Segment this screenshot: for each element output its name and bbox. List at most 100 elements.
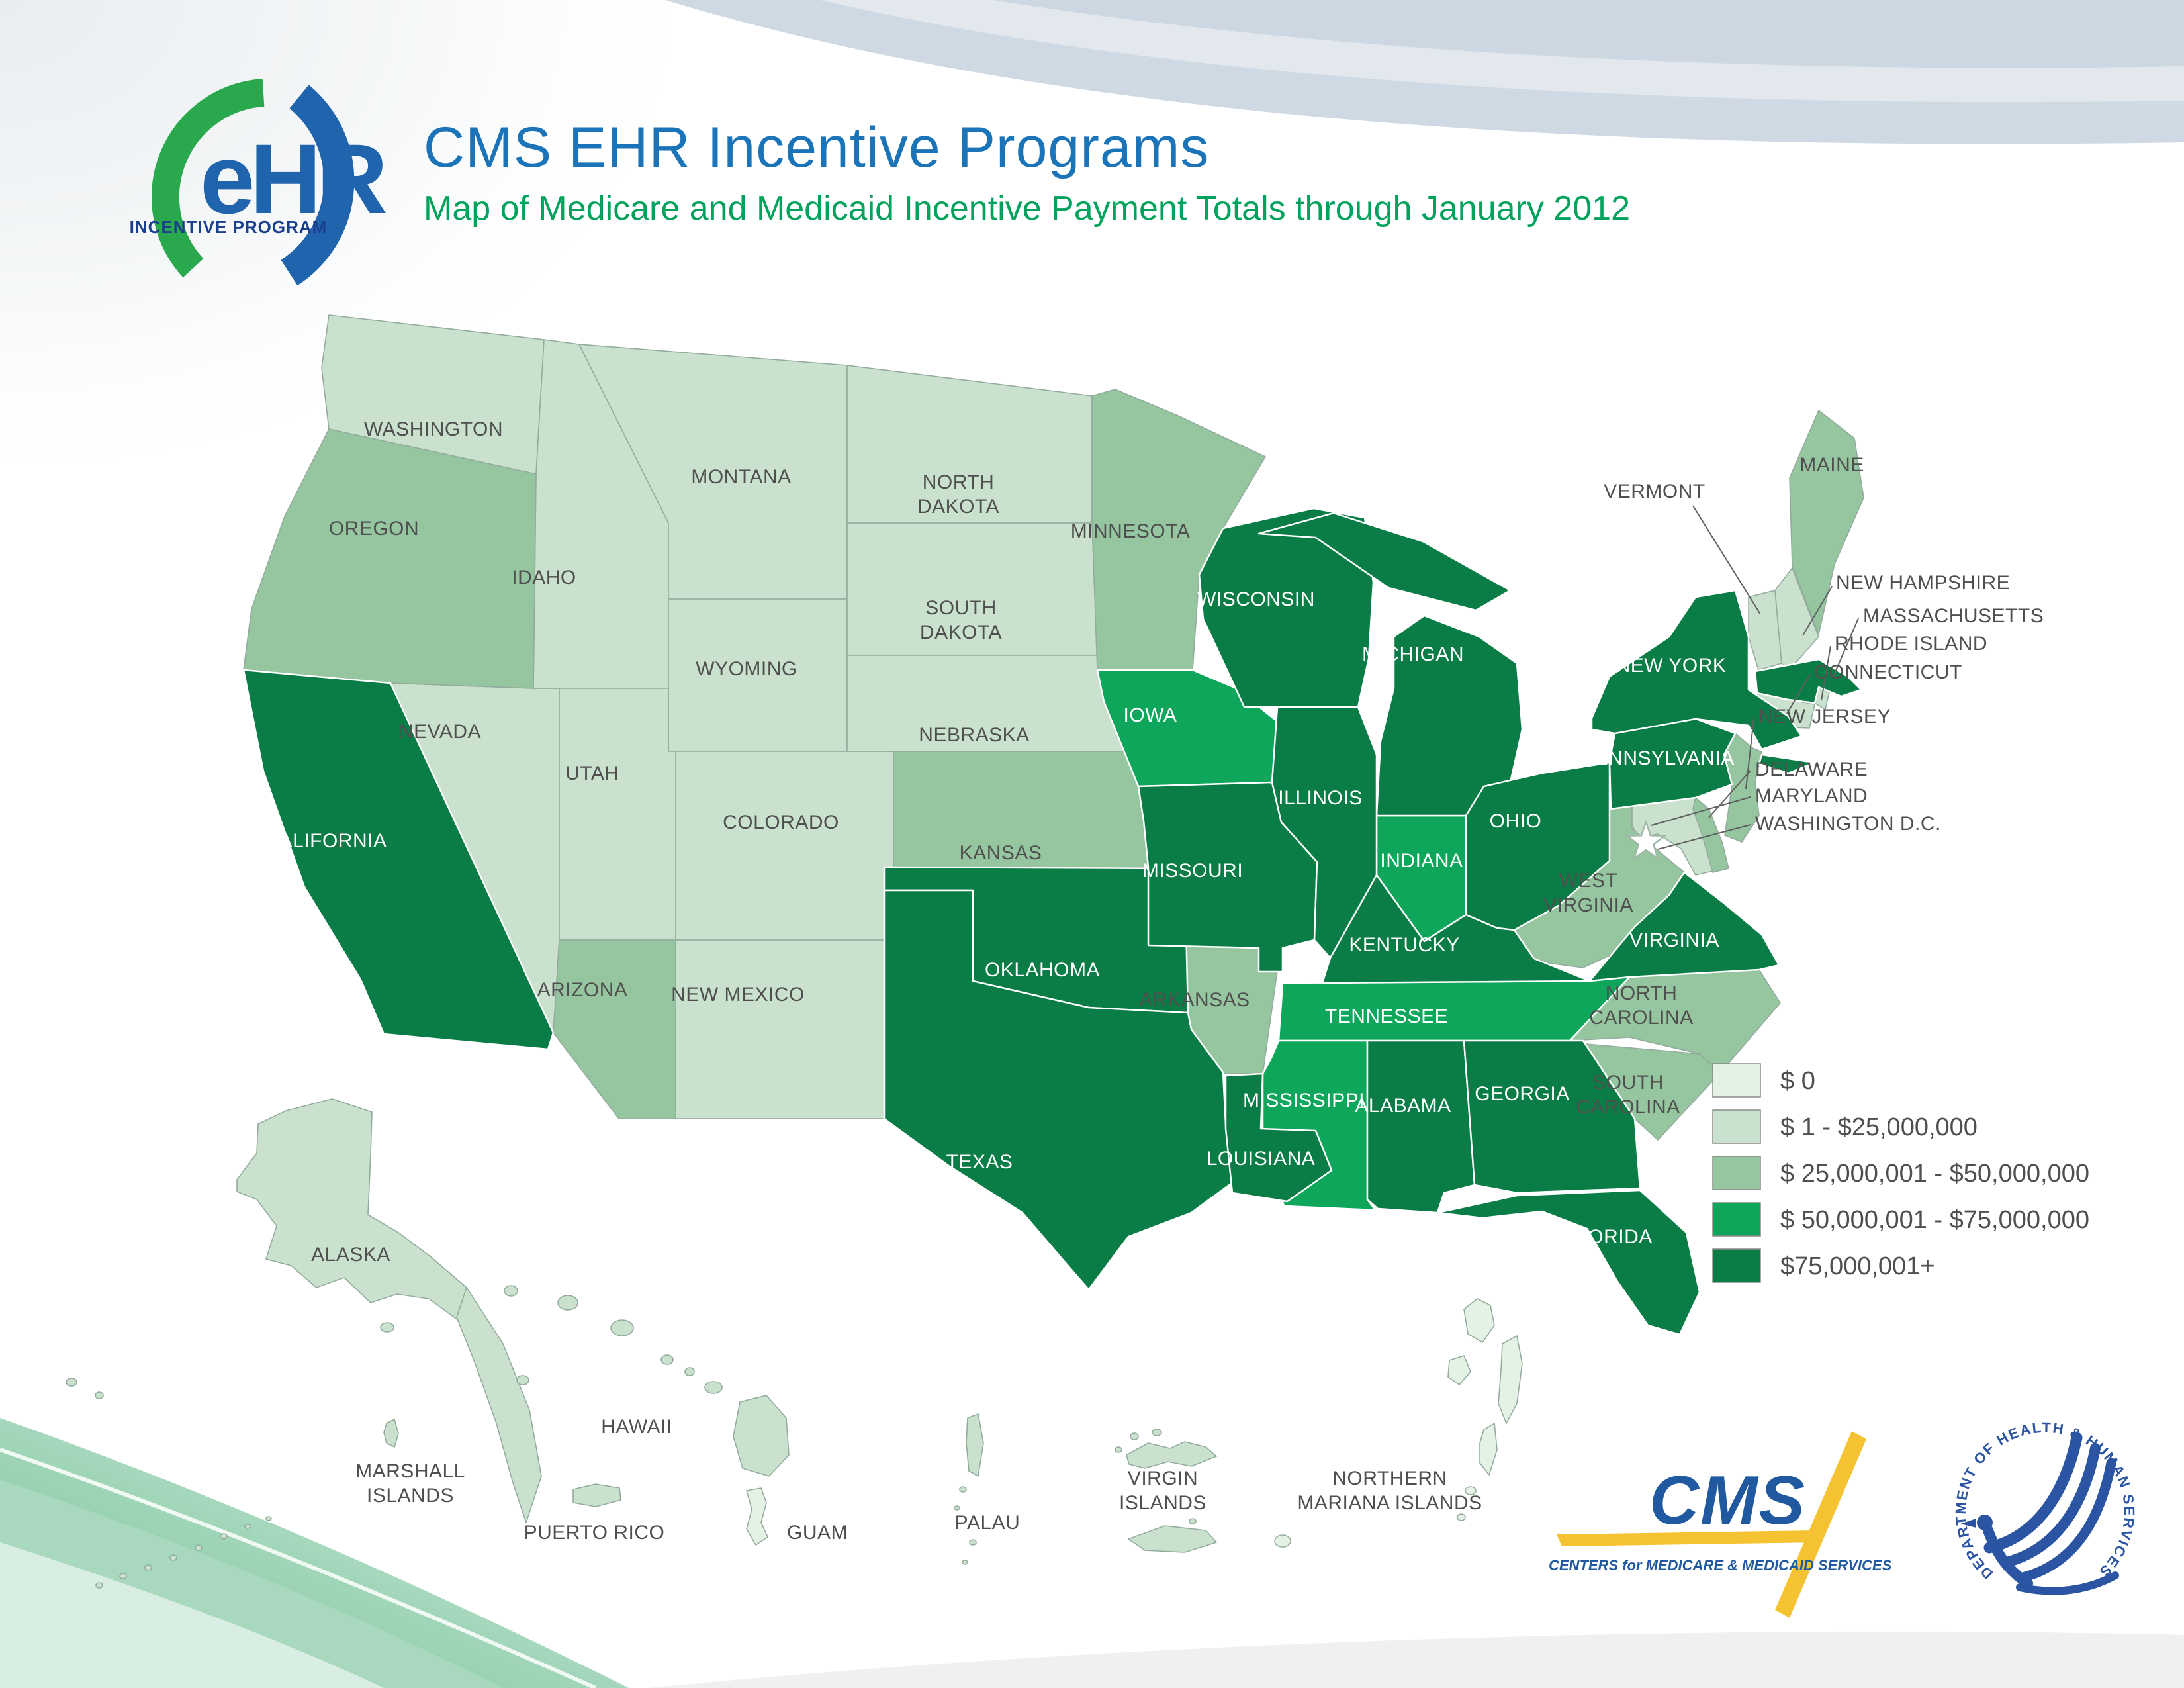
dc-star-icon xyxy=(1624,820,1668,861)
label-va: VIRGINIA xyxy=(1629,929,1719,951)
label-hi: HAWAII xyxy=(601,1416,672,1438)
cms-logo-caption: CENTERS for MEDICARE & MEDICAID SERVICES xyxy=(1549,1557,1892,1573)
label-mh: ISLANDS xyxy=(367,1485,454,1507)
region-nm xyxy=(675,939,885,1119)
label-or: OREGON xyxy=(329,518,419,539)
label-id: IDAHO xyxy=(512,567,576,588)
legend-label-3: $ 25,000,001 - $50,000,000 xyxy=(1780,1160,2089,1188)
label-mp: NORTHERN xyxy=(1332,1468,1447,1489)
region-me xyxy=(1789,410,1864,635)
region-hi xyxy=(557,1295,578,1311)
region-al xyxy=(1366,1039,1476,1214)
label-mo: MISSOURI xyxy=(1142,860,1243,882)
region-mh xyxy=(383,1419,399,1448)
label-ia: IOWA xyxy=(1124,704,1177,726)
label-nd: DAKOTA xyxy=(917,496,999,518)
cms-logo-slash-icon xyxy=(1775,1431,1866,1618)
region-la xyxy=(1224,1072,1333,1203)
label-wi: WISCONSIN xyxy=(1197,588,1315,610)
label-ak: ALASKA xyxy=(311,1244,390,1266)
legend-label-4: $ 50,000,001 - $75,000,000 xyxy=(1780,1206,2089,1234)
label-ne: NEBRASKA xyxy=(919,724,1029,746)
label-wv: VIRGINIA xyxy=(1543,894,1633,916)
region-va xyxy=(1588,871,1780,982)
label-tn: TENNESSEE xyxy=(1325,1006,1448,1027)
legend-swatch-3 xyxy=(1712,1156,1761,1190)
region-vi xyxy=(1128,1525,1217,1553)
label-mh: MARSHALL xyxy=(355,1460,465,1482)
label-nc: NORTH xyxy=(1606,982,1678,1004)
leader-line-md xyxy=(1651,796,1751,826)
label-ny: NEW YORK xyxy=(1616,655,1727,677)
label-al: ALABAMA xyxy=(1355,1095,1451,1117)
region-ny xyxy=(1590,589,1803,751)
region-ak xyxy=(220,1533,228,1540)
ehr-logo-monogram: eHR xyxy=(200,123,387,234)
bottom-right-sliver xyxy=(649,1631,2184,1688)
region-vi xyxy=(1152,1429,1162,1436)
region-ak xyxy=(169,1554,177,1561)
region-mp xyxy=(1498,1335,1523,1424)
label-md: MARYLAND xyxy=(1755,785,1868,807)
region-ak xyxy=(95,1582,103,1589)
label-nv: NEVADA xyxy=(399,721,481,743)
ehr-logo-caption: INCENTIVE PROGRAM xyxy=(130,217,328,237)
legend-label-5: $75,000,001+ xyxy=(1780,1252,1935,1280)
region-co xyxy=(675,751,894,941)
region-ak xyxy=(66,1378,77,1387)
leader-line-ct xyxy=(1786,674,1811,714)
label-sc: CAROLINA xyxy=(1576,1096,1680,1118)
legend-label-1: $ 0 xyxy=(1780,1067,1815,1095)
bottom-green-swoosh-inner xyxy=(0,1542,384,1688)
ehr-logo-blue-arc-icon xyxy=(281,85,355,286)
region-ak xyxy=(119,1573,127,1579)
label-sd: DAKOTA xyxy=(920,622,1002,643)
region-as1 xyxy=(1463,1298,1495,1343)
label-nc: CAROLINA xyxy=(1589,1007,1693,1029)
label-vt: VERMONT xyxy=(1604,481,1706,502)
map-shapes xyxy=(66,314,1864,1589)
label-pw: PALAU xyxy=(955,1512,1021,1534)
label-ma: MASSACHUSETTS xyxy=(1863,605,2044,627)
region-mp xyxy=(1479,1423,1498,1476)
hhs-eagle-icon xyxy=(1960,1432,2119,1595)
region-ak xyxy=(195,1544,203,1551)
header: eHR INCENTIVE PROGRAM CMS EHR Incentive … xyxy=(130,79,1630,286)
label-mp: MARIANA ISLANDS xyxy=(1297,1492,1482,1514)
label-oh: OHIO xyxy=(1490,810,1542,832)
region-ak xyxy=(380,1322,394,1333)
region-vi xyxy=(1130,1432,1139,1440)
region-mp xyxy=(1465,1486,1477,1495)
region-pw xyxy=(962,1560,968,1565)
ehr-logo-green-arc-icon xyxy=(152,79,265,278)
page-title: CMS EHR Incentive Programs xyxy=(424,116,1209,179)
label-wv: WEST xyxy=(1559,870,1618,892)
region-pw xyxy=(969,1539,977,1546)
label-ky: KENTUCKY xyxy=(1349,934,1459,956)
region-ak xyxy=(265,1516,272,1521)
legend-label-2: $ 1 - $25,000,000 xyxy=(1780,1113,1978,1141)
leader-line-ri xyxy=(1821,645,1831,701)
region-hi xyxy=(733,1395,790,1477)
label-ri: RHODE ISLAND xyxy=(1835,633,1987,655)
region-hi xyxy=(660,1354,674,1365)
region-pw xyxy=(954,1505,960,1511)
label-wa: WASHINGTON xyxy=(364,418,503,440)
label-mi: MICHIGAN xyxy=(1362,643,1464,665)
label-gu: GUAM xyxy=(787,1522,848,1544)
legend-swatch-4 xyxy=(1712,1202,1761,1237)
region-ga xyxy=(1463,1039,1641,1194)
leader-line-vt xyxy=(1692,505,1761,615)
label-wy: WYOMING xyxy=(696,658,797,680)
region-mid xyxy=(1274,1534,1291,1548)
page-subtitle: Map of Medicare and Medicaid Incentive P… xyxy=(424,189,1630,228)
label-ar: ARKANSAS xyxy=(1139,989,1250,1011)
label-nd: NORTH xyxy=(923,471,995,493)
label-az: ARIZONA xyxy=(537,979,628,1001)
map-labels: WASHINGTON OREGON CALIFORNIA NEVADA IDAHO MON… xyxy=(264,418,2044,1544)
label-sd: SOUTH xyxy=(925,597,997,619)
region-ak xyxy=(144,1564,152,1571)
region-wi xyxy=(1198,507,1375,708)
